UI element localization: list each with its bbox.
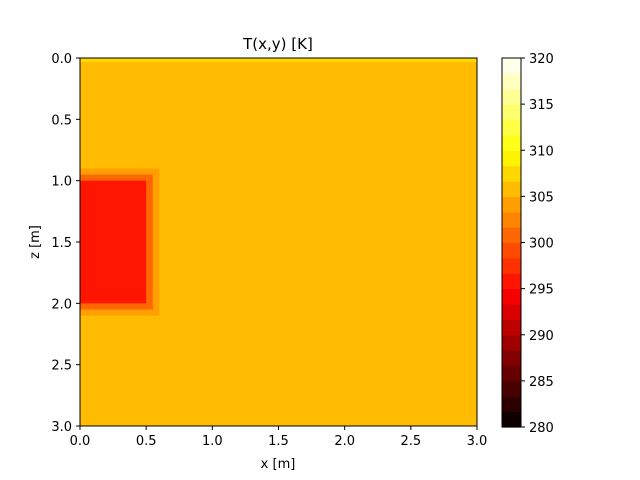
x-tick-label: 0.0 [70, 434, 91, 449]
x-tick-label: 2.0 [334, 434, 355, 449]
x-axis: 0.0 0.5 1.0 1.5 2.0 2.5 3.0 [70, 426, 488, 449]
colorbar-level [502, 165, 521, 182]
x-tick-label: 1.0 [202, 434, 223, 449]
colorbar-tick-label: 315 [529, 98, 554, 113]
colorbar-tick-label: 280 [529, 421, 554, 436]
y-tick-label: 0.0 [51, 52, 72, 67]
chart-title: T(x,y) [K] [242, 35, 313, 53]
y-tick-label: 1.5 [51, 236, 72, 251]
colorbar-level [502, 119, 521, 136]
x-axis-label: x [m] [261, 457, 296, 472]
x-tick-label: 1.5 [268, 434, 289, 449]
y-tick-label: 2.0 [51, 297, 72, 312]
colorbar-level [502, 73, 521, 90]
temperature-region-2 [80, 180, 147, 304]
colorbar-level [502, 380, 521, 397]
colorbar-level [502, 396, 521, 413]
colorbar-tick-label: 310 [529, 144, 554, 159]
colorbar-level [502, 273, 521, 290]
colorbar [502, 58, 521, 428]
colorbar-level [502, 150, 521, 167]
temperature-field [80, 58, 477, 426]
colorbar-level [502, 211, 521, 228]
x-tick-label: 3.0 [467, 434, 488, 449]
colorbar-tick-label: 290 [529, 329, 554, 344]
colorbar-level [502, 196, 521, 213]
y-axis: 0.0 0.5 1.0 1.5 2.0 2.5 3.0 [51, 52, 80, 435]
colorbar-level [502, 242, 521, 259]
x-tick-label: 0.5 [136, 434, 157, 449]
colorbar-level [502, 350, 521, 367]
colorbar-level [502, 227, 521, 244]
colorbar-tick-label: 295 [529, 283, 554, 298]
top-boundary-region [80, 58, 477, 62]
x-tick-label: 2.5 [400, 434, 421, 449]
colorbar-level [502, 319, 521, 336]
y-axis-label: z [m] [28, 225, 43, 259]
colorbar-level [502, 365, 521, 382]
colorbar-level [502, 257, 521, 274]
colorbar-level [502, 334, 521, 351]
colorbar-level [502, 88, 521, 105]
colorbar-tick-label: 285 [529, 375, 554, 390]
colorbar-level [502, 134, 521, 151]
colorbar-level [502, 304, 521, 320]
y-tick-label: 0.5 [51, 113, 72, 128]
colorbar-tick-label: 300 [529, 237, 554, 252]
colorbar-level [502, 181, 521, 197]
colorbar-level [502, 288, 521, 305]
y-tick-label: 1.0 [51, 175, 72, 190]
colorbar-level [502, 104, 521, 121]
colorbar-level [502, 411, 521, 428]
y-tick-label: 3.0 [51, 420, 72, 435]
colorbar-tick-label: 305 [529, 190, 554, 205]
colorbar-level [502, 58, 521, 74]
y-tick-label: 2.5 [51, 359, 72, 374]
colorbar-ticks: 280 285 290 295 300 305 310 315 320 [521, 52, 554, 436]
colorbar-tick-label: 320 [529, 52, 554, 67]
